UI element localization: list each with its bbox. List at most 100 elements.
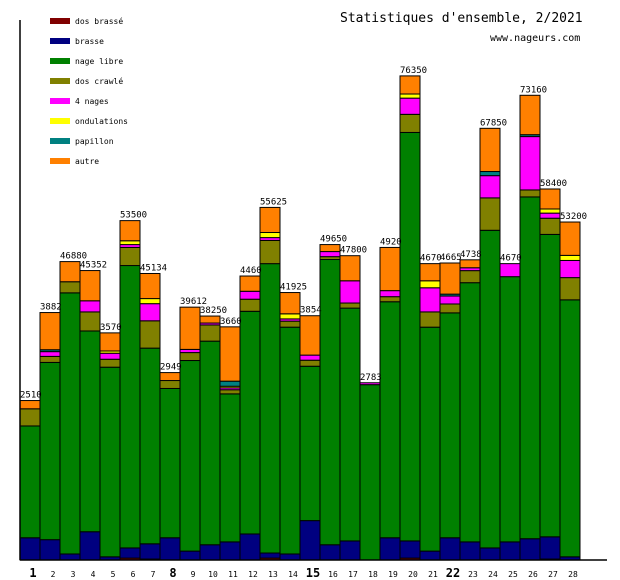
total-label: 4665 [440, 253, 462, 263]
bar-segment [379, 290, 401, 298]
bar-segment [319, 259, 341, 546]
bar-segment [459, 270, 481, 284]
x-tick-label: 19 [388, 570, 398, 579]
total-label: 3854 [300, 306, 322, 316]
bar-segment [519, 196, 541, 540]
bar-segment [519, 538, 541, 561]
total-label: 53200 [560, 212, 587, 222]
bar-segment [559, 259, 581, 279]
total-label: 4670 [420, 254, 442, 264]
bar-segment [299, 365, 321, 522]
bar-segment [399, 93, 421, 99]
bar-segment [299, 359, 321, 367]
bar-segment [139, 272, 161, 300]
bar-segment [319, 544, 341, 561]
total-label: 3660 [220, 317, 242, 327]
total-label: 67850 [480, 118, 507, 128]
bar-segment [299, 520, 321, 561]
bar-segment [99, 332, 121, 352]
legend-label: papillon [75, 137, 114, 146]
bar-segment [419, 311, 441, 328]
bar-segment [239, 298, 261, 312]
bar-segment [439, 303, 461, 314]
bar-segment [139, 303, 161, 322]
legend-swatch [50, 78, 70, 84]
bar-segment [339, 255, 361, 282]
total-label: 45134 [140, 263, 167, 273]
total-label: 4920 [380, 237, 402, 247]
bar-segment [99, 358, 121, 368]
bar-segment [259, 232, 281, 239]
bar-segment [119, 246, 141, 267]
total-label: 53500 [120, 211, 147, 221]
bar-day-28 [559, 221, 581, 561]
bar-segment [279, 553, 301, 561]
bar-segment [259, 552, 281, 559]
bar-segment [519, 189, 541, 198]
total-label: 58400 [540, 179, 567, 189]
bar-segment [419, 263, 441, 282]
x-tick-label: 14 [288, 570, 298, 579]
x-tick-label: 25 [508, 570, 518, 579]
legend-swatch [50, 158, 70, 164]
bar-segment [499, 276, 521, 543]
x-tick-label: 10 [208, 570, 218, 579]
bar-day-21 [419, 263, 441, 561]
bar-day-4 [79, 270, 101, 561]
x-tick-label: 21 [428, 570, 438, 579]
x-tick-label: 11 [228, 570, 238, 579]
legend-swatch [50, 58, 70, 64]
legend-swatch [50, 38, 70, 44]
bar-segment [539, 208, 561, 214]
x-tick-label: 16 [328, 570, 338, 579]
bar-day-7 [139, 272, 161, 561]
bar-segment [479, 175, 501, 199]
total-label: 2949 [160, 363, 182, 373]
total-label: 4670 [500, 254, 522, 264]
bar-segment [259, 239, 281, 265]
bar-segment [459, 541, 481, 561]
bar-day-14 [279, 292, 301, 561]
bar-segment [499, 263, 521, 278]
total-label: 38250 [200, 306, 227, 316]
total-label: 76350 [400, 66, 427, 76]
bar-segment [219, 380, 241, 387]
bar-segment [499, 541, 521, 561]
x-tick-label: 18 [368, 570, 378, 579]
x-tick-label: 9 [191, 570, 196, 579]
x-tick-label: 20 [408, 570, 418, 579]
bar-segment [119, 265, 141, 549]
total-label: 3570 [100, 323, 122, 333]
bar-day-12 [239, 275, 261, 561]
bar-segment [559, 299, 581, 558]
bar-segment [479, 127, 501, 173]
x-tick-label: 24 [488, 570, 498, 579]
bar-segment [539, 212, 561, 219]
bar-segment [439, 537, 461, 561]
bar-segment [359, 384, 381, 561]
bar-segment [299, 354, 321, 361]
bar-segment [399, 131, 421, 542]
x-tick-label: 1 [29, 566, 36, 580]
bar-segment [539, 188, 561, 210]
bar-segment [259, 206, 281, 234]
bar-segment [439, 312, 461, 539]
bar-segment [19, 537, 41, 561]
bar-day-1 [19, 400, 41, 561]
bar-segment [159, 387, 181, 539]
x-tick-label: 15 [306, 566, 320, 580]
bar-segment [39, 361, 61, 541]
bar-segment [379, 537, 401, 561]
bar-segment [279, 313, 301, 320]
x-tick-label: 8 [169, 566, 176, 580]
bar-segment [479, 229, 501, 549]
bar-segment [179, 306, 201, 350]
bar-segment [419, 280, 441, 289]
bar-day-9 [179, 306, 201, 561]
bar-segment [179, 360, 201, 552]
bar-segment [559, 277, 581, 301]
bar-day-16 [319, 244, 341, 561]
chart-subtitle: www.nageurs.com [490, 33, 580, 44]
bar-segment [459, 282, 481, 543]
